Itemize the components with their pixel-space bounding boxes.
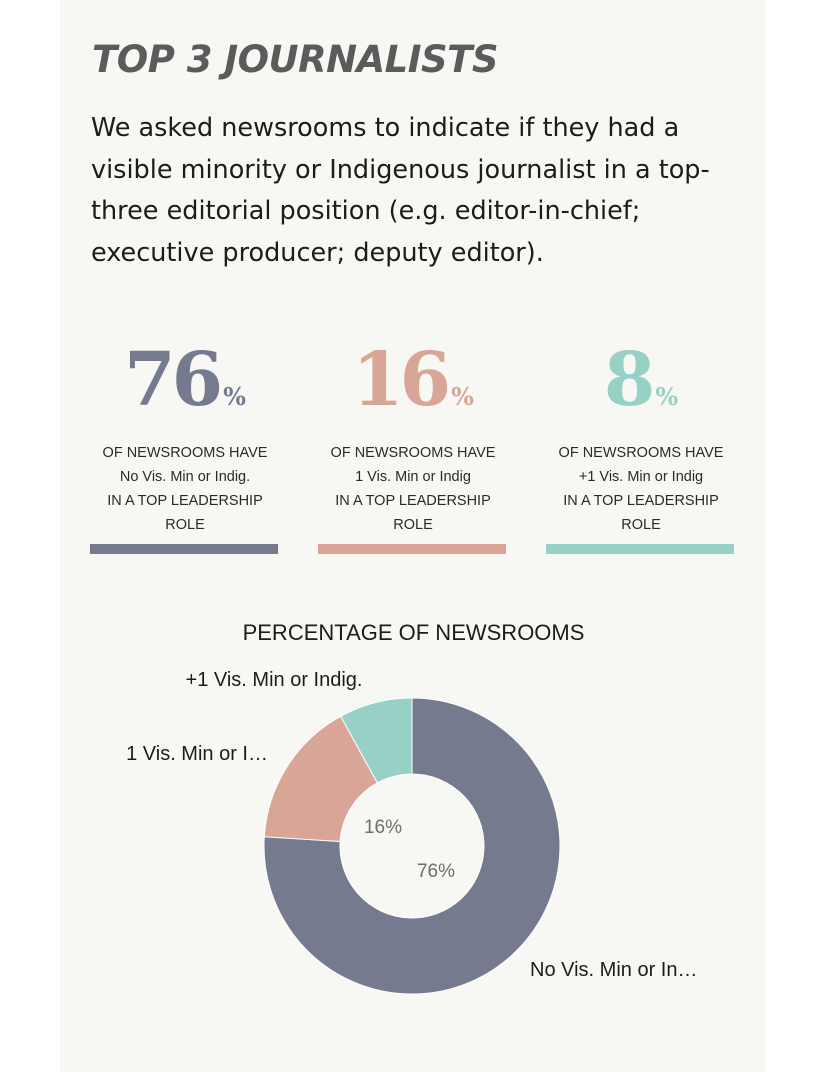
- stat-line: +1 Vis. Min or Indig: [578, 469, 704, 485]
- stat-description: OF NEWSROOMS HAVE No Vis. Min or Indig. …: [90, 441, 280, 537]
- stat-value: 76%: [90, 340, 280, 420]
- stat-color-bar: [318, 544, 506, 554]
- stat-percent-sign: %: [655, 382, 679, 411]
- slice-category-label: +1 Vis. Min or Indig.: [186, 669, 363, 691]
- stat-value: 8%: [546, 340, 736, 420]
- slice-category-label: 1 Vis. Min or I…: [126, 743, 268, 765]
- infographic-panel: [60, 0, 766, 1072]
- stat-line: OF NEWSROOMS HAVE: [558, 445, 724, 461]
- stat-number: 16: [352, 337, 451, 423]
- stat-number: 8: [603, 337, 655, 423]
- stat-color-bar: [90, 544, 278, 554]
- slice-no-vis-min: [263, 697, 561, 995]
- stat-one-vis-min: 16% OF NEWSROOMS HAVE 1 Vis. Min or Indi…: [318, 340, 508, 554]
- stat-line: ROLE: [393, 517, 433, 533]
- stat-percent-sign: %: [451, 382, 474, 411]
- slice-data-label: 16%: [364, 817, 402, 838]
- stat-value: 16%: [318, 340, 508, 420]
- stat-percent-sign: %: [223, 382, 246, 411]
- stat-line: IN A TOP LEADERSHIP: [563, 493, 719, 509]
- stat-no-vis-min: 76% OF NEWSROOMS HAVE No Vis. Min or Ind…: [90, 340, 280, 554]
- stat-line: OF NEWSROOMS HAVE: [102, 445, 268, 461]
- page-title: TOP 3 JOURNALISTS: [92, 38, 499, 81]
- stat-line: ROLE: [165, 517, 205, 533]
- stat-color-bar: [546, 544, 734, 554]
- slice-category-label: No Vis. Min or In…: [530, 959, 697, 981]
- stat-plus-one-vis-min: 8% OF NEWSROOMS HAVE +1 Vis. Min or Indi…: [546, 340, 736, 554]
- stat-line: 1 Vis. Min or Indig: [355, 469, 471, 485]
- stat-line: No Vis. Min or Indig.: [119, 469, 251, 485]
- stat-line: OF NEWSROOMS HAVE: [330, 445, 496, 461]
- stat-description: OF NEWSROOMS HAVE +1 Vis. Min or Indig I…: [546, 441, 736, 537]
- stat-line: ROLE: [621, 517, 661, 533]
- stat-line: IN A TOP LEADERSHIP: [107, 493, 263, 509]
- chart-title: PERCENTAGE OF NEWSROOMS: [242, 620, 585, 645]
- stat-line: IN A TOP LEADERSHIP: [335, 493, 491, 509]
- stat-number: 76: [124, 337, 223, 423]
- slice-data-label: 76%: [417, 861, 455, 882]
- stat-description: OF NEWSROOMS HAVE 1 Vis. Min or Indig IN…: [318, 441, 508, 537]
- intro-text: We asked newsrooms to indicate if they h…: [91, 113, 710, 268]
- slice-plus-one-vis-min: [340, 697, 413, 784]
